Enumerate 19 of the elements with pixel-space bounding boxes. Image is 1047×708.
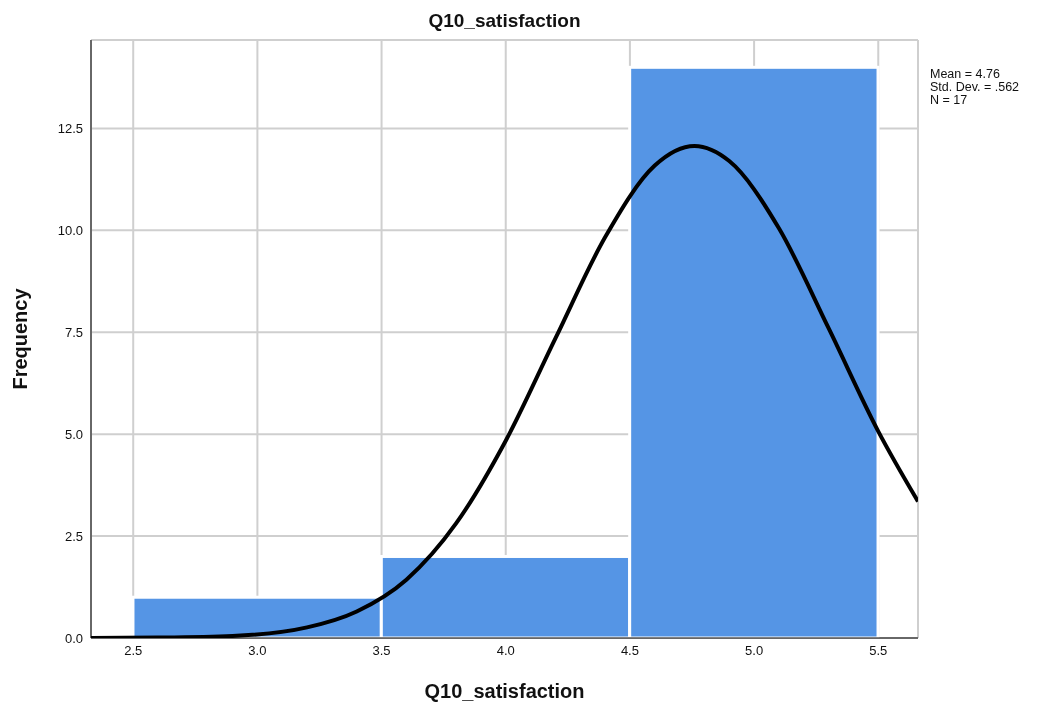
y-tick-label: 0.0 [64,630,83,646]
text: N = 17 [930,93,969,107]
x-tick-label: 5.0 [745,643,764,659]
x-tick-label: 3.0 [248,643,267,659]
x-tick-label: 4.0 [496,643,515,659]
x-tick-label: 5.5 [869,643,888,659]
x-axis-title: Q10_satisfaction [424,680,585,702]
x-tick-label: 2.5 [124,643,143,659]
y-tick-label: 2.5 [64,528,83,544]
text: Std. Dev. = .562 [930,80,1020,94]
text: Mean = 4.76 [930,67,1001,81]
x-tick-label: 3.5 [372,643,391,659]
y-axis-title: Frequency [9,287,32,390]
y-tick-label: 10.0 [57,222,83,238]
chart-title: Q10_satisfaction [427,10,582,32]
y-tick-label: 5.0 [64,426,83,442]
x-tick-label: 4.5 [620,643,639,659]
y-tick-label: 12.5 [57,121,83,137]
y-tick-label: 7.5 [64,324,83,340]
